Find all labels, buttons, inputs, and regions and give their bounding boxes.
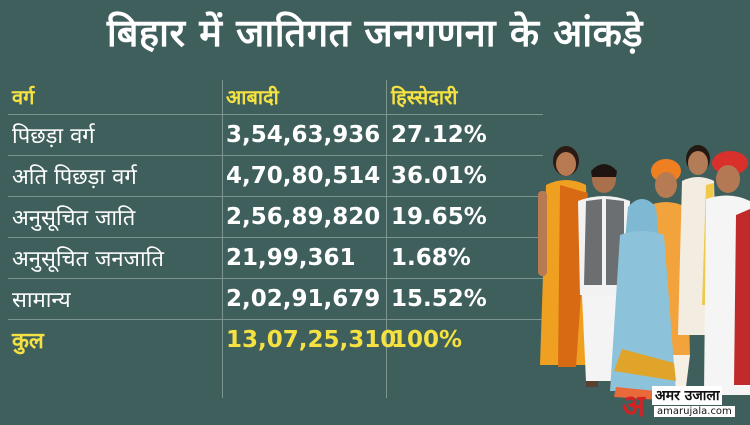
table-header-row: वर्ग आबादी हिस्सेदारी (8, 78, 543, 115)
man-grey-vest-figure (578, 164, 630, 387)
table-row: अनुसूचित जाति 2,56,89,820 19.65% (8, 197, 543, 238)
column-divider (222, 80, 223, 398)
woman-red-saree-figure (734, 209, 750, 385)
category-cell: अति पिछड़ा वर्ग (12, 165, 137, 190)
people-illustration (538, 145, 750, 401)
category-cell: सामान्य (12, 288, 71, 313)
logo-url: amarujala.com (654, 406, 735, 417)
category-cell: पिछड़ा वर्ग (12, 124, 95, 149)
table-row: अति पिछड़ा वर्ग 4,70,80,514 36.01% (8, 156, 543, 197)
caste-census-table: वर्ग आबादी हिस्सेदारी पिछड़ा वर्ग 3,54,6… (8, 78, 543, 360)
population-cell: 21,99,361 (226, 245, 356, 271)
share-cell: 27.12% (391, 122, 487, 148)
population-cell: 4,70,80,514 (226, 163, 381, 189)
header-category: वर्ग (12, 84, 35, 109)
table-row: सामान्य 2,02,91,679 15.52% (8, 279, 543, 320)
page-title: बिहार में जातिगत जनगणना के आंकड़े (106, 11, 644, 55)
header-population: आबादी (226, 84, 279, 109)
logo-mark-icon: अ (622, 389, 645, 424)
column-divider (386, 80, 387, 398)
total-population-cell: 13,07,25,310 (226, 327, 397, 353)
category-cell: अनुसूचित जाति (12, 206, 136, 231)
table-total-row: कुल 13,07,25,310 100% (8, 320, 543, 360)
share-cell: 19.65% (391, 204, 487, 230)
total-category-cell: कुल (12, 329, 44, 354)
table-row: पिछड़ा वर्ग 3,54,63,936 27.12% (8, 115, 543, 156)
share-cell: 36.01% (391, 163, 487, 189)
population-cell: 3,54,63,936 (226, 122, 381, 148)
total-share-cell: 100% (391, 327, 463, 353)
share-cell: 15.52% (391, 286, 487, 312)
header-share: हिस्सेदारी (391, 84, 458, 109)
population-cell: 2,56,89,820 (226, 204, 381, 230)
table-row: अनुसूचित जनजाति 21,99,361 1.68% (8, 238, 543, 279)
share-cell: 1.68% (391, 245, 471, 271)
logo-name: अमर उजाला (652, 386, 723, 405)
category-cell: अनुसूचित जनजाति (12, 247, 164, 272)
amar-ujala-logo: अ अमर उजाला amarujala.com (622, 384, 750, 424)
population-cell: 2,02,91,679 (226, 286, 381, 312)
